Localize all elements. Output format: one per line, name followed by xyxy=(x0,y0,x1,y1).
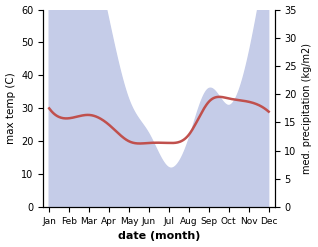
Y-axis label: max temp (C): max temp (C) xyxy=(5,72,16,144)
Y-axis label: med. precipitation (kg/m2): med. precipitation (kg/m2) xyxy=(302,43,313,174)
X-axis label: date (month): date (month) xyxy=(118,231,200,242)
